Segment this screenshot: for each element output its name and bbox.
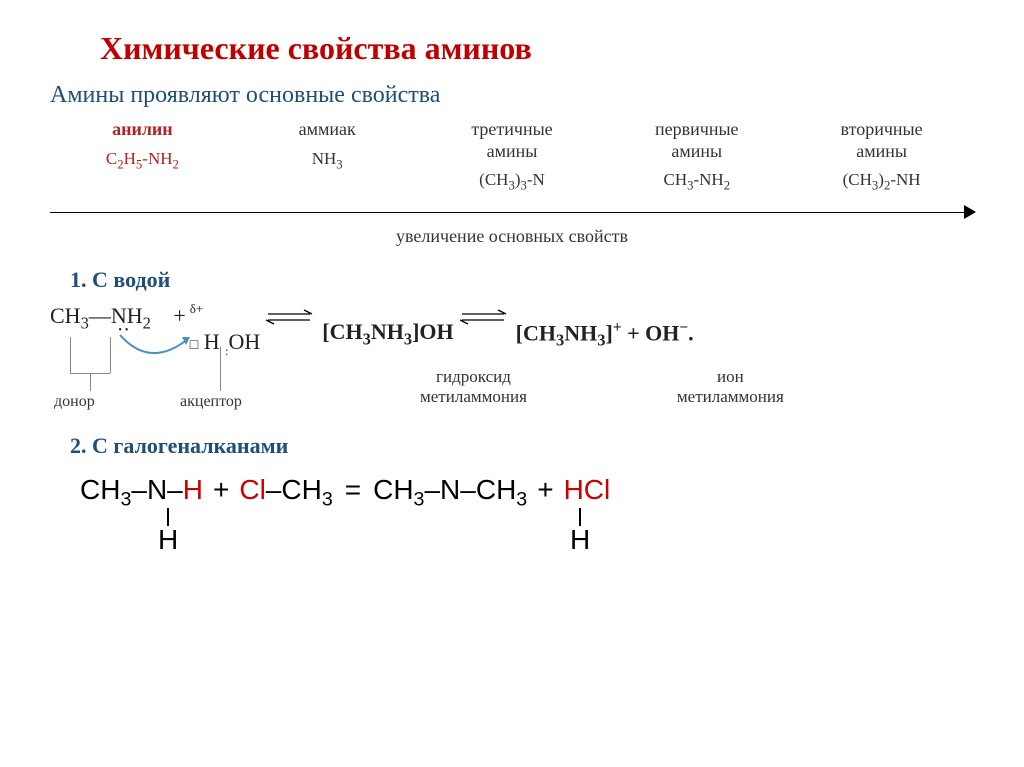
halo-n-2: N (440, 474, 460, 506)
main-title: Химические свойства аминов (100, 30, 984, 67)
basicity-column: первичныеамины CH3-NH2 (604, 119, 789, 194)
halo-ch3-1: CH3 (80, 474, 131, 512)
halo-hcl: HCl (564, 474, 611, 506)
basicity-label: вторичныеамины (789, 119, 974, 162)
basicity-column: анилин C2H5-NH2 (50, 119, 235, 194)
basicity-column: аммиак NH3 (235, 119, 420, 194)
basicity-formula: NH3 (235, 149, 420, 172)
basicity-label: аммиак (235, 119, 420, 141)
basicity-arrow (50, 202, 974, 222)
ion-label: ионметиламмония (677, 367, 784, 408)
subtitle: Амины проявляют основные свойства (50, 82, 984, 109)
product-ions: [CH3NH3]+ + OH−. (516, 319, 694, 351)
arrow-caption: увеличение основных свойств (40, 226, 984, 247)
haloalkane-reaction: CH3 – N – H + Cl – CH3 = CH3 – N – CH3 +… (80, 474, 984, 574)
basicity-label: анилин (50, 119, 235, 141)
halo-n-1: N (147, 474, 167, 506)
equals: = (345, 474, 361, 506)
halo-h-red: H (183, 474, 203, 506)
dash-5: – (460, 474, 476, 506)
sub-h-1: H (158, 524, 178, 556)
section-1-header: 1. С водой (70, 267, 984, 293)
equilibrium-1 (266, 307, 316, 333)
basicity-label: первичныеамины (604, 119, 789, 162)
plus-2: + (213, 474, 229, 506)
halo-cl: Cl (239, 474, 265, 506)
section-2-header: 2. С галогеналканами (70, 433, 984, 459)
basicity-column: вторичныеамины (CH3)2-NH (789, 119, 974, 194)
basicity-series: анилин C2H5-NH2аммиак NH3третичныеамины (CH… (50, 119, 974, 194)
basicity-formula: C2H5-NH2 (50, 149, 235, 172)
dash-2: – (167, 474, 183, 506)
equilibrium-2 (460, 307, 510, 333)
plus-1: + (173, 303, 185, 329)
halo-ch3-4: CH3 (476, 474, 527, 512)
acceptor-label: акцептор (180, 393, 242, 411)
halo-ch3-3: CH3 (373, 474, 424, 512)
basicity-label: третичныеамины (420, 119, 605, 162)
reactant-water: δ+ □ H :OH (190, 303, 260, 355)
plus-3: + (537, 474, 553, 506)
halo-ch3-2: CH3 (281, 474, 332, 512)
basicity-formula: CH3-NH2 (604, 170, 789, 193)
water-reaction: CH3—NH2 •• + δ+ □ H :OH [CH3NH3]OH [CH3N… (50, 303, 974, 423)
basicity-column: третичныеамины (CH3)3-N (420, 119, 605, 194)
basicity-formula: (CH3)2-NH (789, 170, 974, 193)
product-hydroxide: [CH3NH3]OH (322, 319, 453, 349)
sub-h-2: H (570, 524, 590, 556)
donor-label: донор (54, 393, 95, 411)
curved-arrow-icon (110, 329, 200, 369)
dash-3: – (266, 474, 282, 506)
dash-4: – (424, 474, 440, 506)
hydroxide-label: гидроксидметиламмония (420, 367, 527, 408)
basicity-formula: (CH3)3-N (420, 170, 605, 193)
dash-1: – (131, 474, 147, 506)
